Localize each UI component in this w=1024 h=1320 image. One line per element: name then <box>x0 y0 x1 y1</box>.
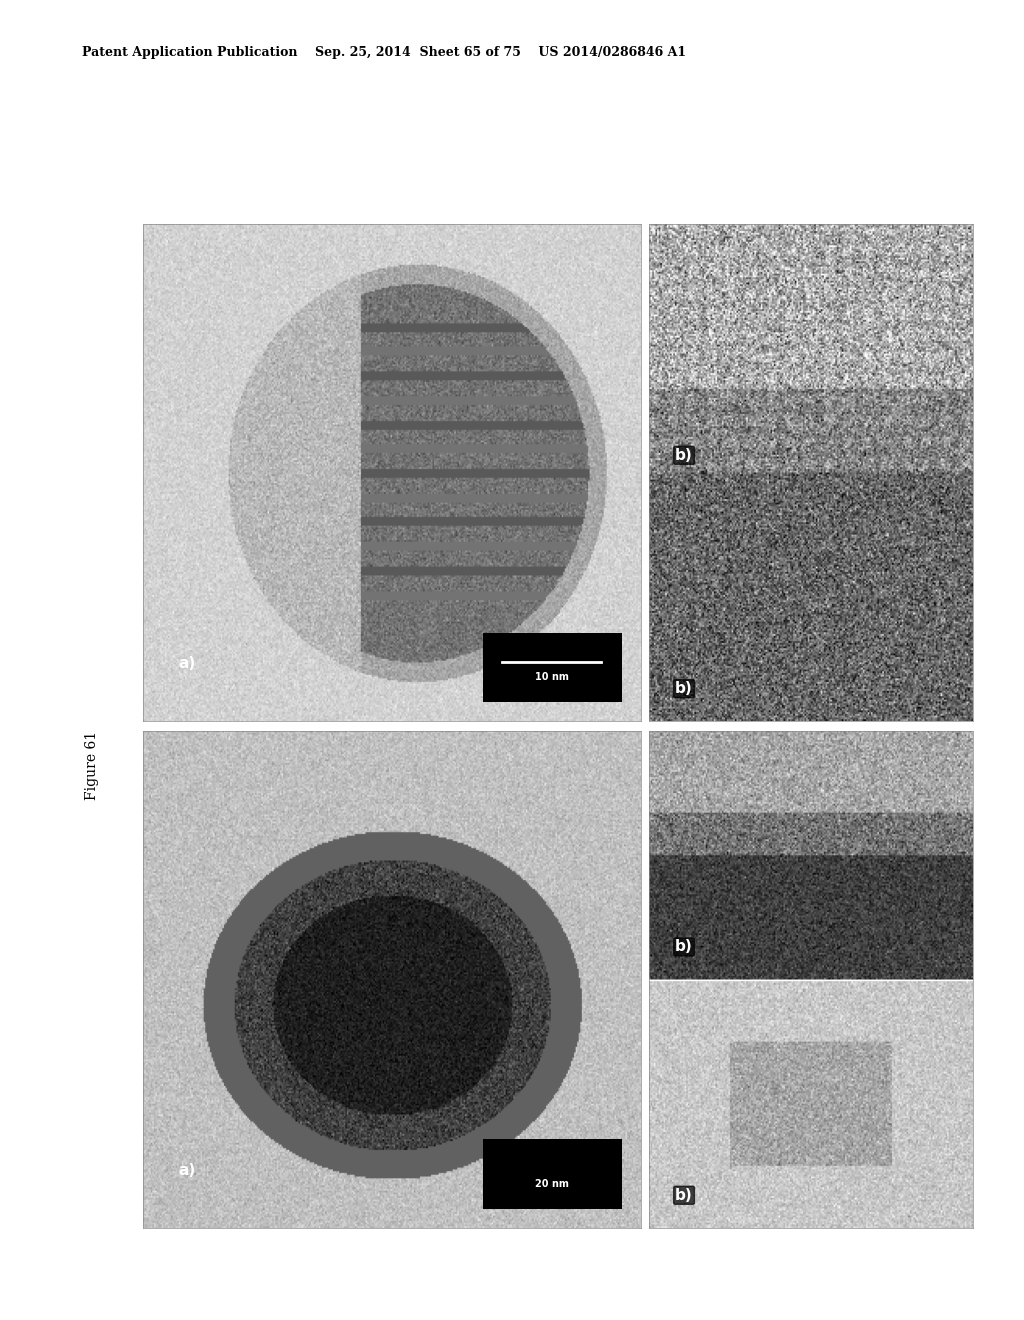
Text: a): a) <box>178 1163 196 1177</box>
Text: b): b) <box>675 447 693 463</box>
Bar <box>482 632 622 702</box>
Text: Patent Application Publication    Sep. 25, 2014  Sheet 65 of 75    US 2014/02868: Patent Application Publication Sep. 25, … <box>82 46 686 59</box>
Text: a): a) <box>178 656 196 672</box>
Text: 10 nm: 10 nm <box>536 672 569 682</box>
Text: b): b) <box>675 940 693 954</box>
Text: b): b) <box>675 1188 693 1203</box>
Bar <box>482 1139 622 1209</box>
Text: Figure 61: Figure 61 <box>85 731 99 800</box>
Text: b): b) <box>675 681 693 696</box>
Text: 20 nm: 20 nm <box>536 1179 569 1189</box>
